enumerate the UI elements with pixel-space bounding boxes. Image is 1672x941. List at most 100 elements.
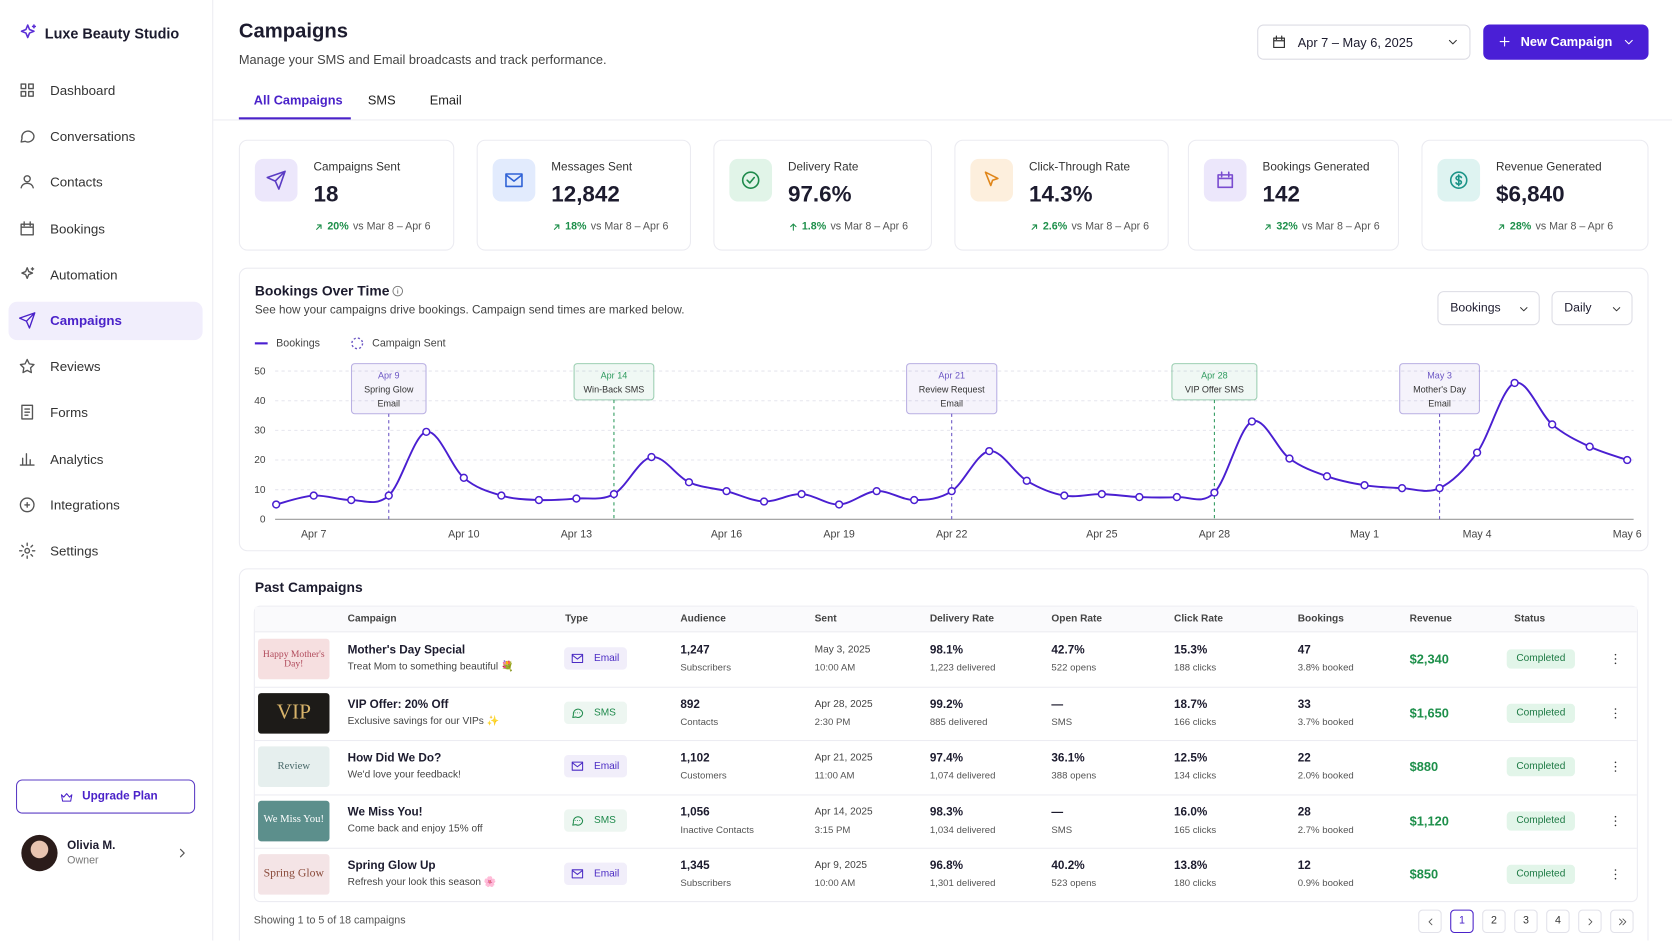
kpi-comparison: vs Mar 8 – Apr 6 [1071,221,1149,233]
tab[interactable]: Email [430,93,462,108]
cell-sub: SMS [1051,716,1072,727]
page-button[interactable]: 3 [1514,910,1537,933]
campaign-name[interactable]: VIP Offer: 20% Off [348,698,449,711]
icon [17,22,38,43]
page-nav[interactable] [1418,910,1441,933]
chart-dropdown[interactable]: Bookings [1437,291,1539,325]
icon [570,705,584,719]
page-nav[interactable] [1610,910,1633,933]
nav-item[interactable]: Settings [9,532,203,570]
page-nav[interactable] [1578,910,1601,933]
cell-value: 18.7% [1174,698,1207,711]
icon [1608,759,1623,774]
dropdown-label: Daily [1564,302,1591,315]
icon-shape [20,543,35,558]
cell-value: Apr 28, 2025 [815,698,873,710]
date-range-button[interactable]: Apr 7 – May 6, 2025 [1257,25,1470,60]
type-badge: SMS [564,701,627,723]
icon-shape [20,498,34,512]
campaign-name[interactable]: Spring Glow Up [348,859,436,872]
row-menu[interactable] [1608,705,1623,720]
kpi-value: 14.3% [1029,182,1092,208]
row-menu[interactable] [1608,867,1623,882]
new-campaign-button[interactable]: New Campaign [1483,25,1648,60]
row-menu[interactable] [1608,759,1623,774]
kpi-change: 28% [1510,221,1531,233]
page-button[interactable]: 4 [1546,910,1569,933]
nav-item[interactable]: Conversations [9,117,203,155]
nav-icon [18,173,36,191]
user-name[interactable]: Olivia M. [67,839,115,852]
cell-sub: 3.7% booked [1298,716,1354,727]
icon-shape [22,25,36,37]
column-header: Revenue [1410,613,1452,625]
icon-shape [791,224,796,230]
icon [18,403,36,421]
column-header: Open Rate [1051,613,1102,625]
nav-item[interactable]: Reviews [9,348,203,386]
cell-value: 13.8% [1174,859,1207,872]
icon [18,81,36,99]
chart-dropdown[interactable]: Daily [1552,291,1633,325]
cell-sub: 522 opens [1051,662,1096,673]
row-divider [255,686,1637,687]
column-header: Click Rate [1174,613,1223,625]
plus-icon [1497,34,1512,49]
status-badge: Completed [1507,865,1575,884]
nav-label: Reviews [50,360,100,375]
kpi-label: Revenue Generated [1496,161,1602,174]
nav-item[interactable]: Bookings [9,210,203,248]
icon-shape [1625,40,1632,43]
campaign-name[interactable]: We Miss You! [348,806,423,819]
nav-item[interactable]: Dashboard [9,71,203,109]
row-divider [255,740,1637,741]
campaign-desc: Exclusive savings for our VIPs ✨ [348,715,500,727]
nav-label: Analytics [50,452,103,467]
row-menu[interactable] [1608,652,1623,667]
nav-item[interactable]: Contacts [9,164,203,202]
icon [60,790,74,804]
nav-label: Bookings [50,221,105,236]
type-label: SMS [594,814,616,826]
page-button[interactable]: 1 [1450,910,1473,933]
icon-shape [573,816,583,824]
campaign-thumbnail: We Miss You! [258,800,329,841]
cell-value: 99.2% [930,698,963,711]
icon [266,170,287,191]
icon [981,170,1002,191]
nav-item[interactable]: Forms [9,394,203,432]
campaign-name[interactable]: Mother's Day Special [348,644,466,657]
icon [551,222,562,233]
cell-sub: 180 clicks [1174,878,1216,889]
kpi-change: 18% [565,221,586,233]
kpi-arrow [788,222,799,233]
nav-icon [18,127,36,145]
tab[interactable]: SMS [368,93,396,108]
page-button[interactable]: 2 [1482,910,1505,933]
kpi-change: 32% [1276,221,1297,233]
nav-item[interactable]: Automation [9,256,203,294]
icon-shape [1266,225,1270,229]
icon-shape [1619,919,1625,925]
type-icon [570,759,584,773]
cell-value: 47 [1298,644,1311,657]
row-menu[interactable] [1608,813,1623,828]
icon [1496,222,1507,233]
nav-item[interactable]: Integrations [9,486,203,524]
nav-label: Dashboard [50,83,115,98]
campaign-name[interactable]: How Did We Do? [348,752,442,765]
kpi-arrow [551,222,562,233]
column-header: Status [1514,613,1545,625]
tab[interactable]: All Campaigns [254,93,343,108]
type-badge: Email [564,647,627,669]
nav-item[interactable]: Analytics [9,440,203,478]
upgrade-button[interactable]: Upgrade Plan [16,779,195,813]
icon-shape [743,172,759,188]
kpi-change-row: 20%vs Mar 8 – Apr 6 [327,221,430,233]
nav-item[interactable]: Campaigns [9,302,203,340]
icon-shape [393,286,403,296]
kpi-arrow [314,222,325,233]
kpi-icon [1204,159,1247,202]
